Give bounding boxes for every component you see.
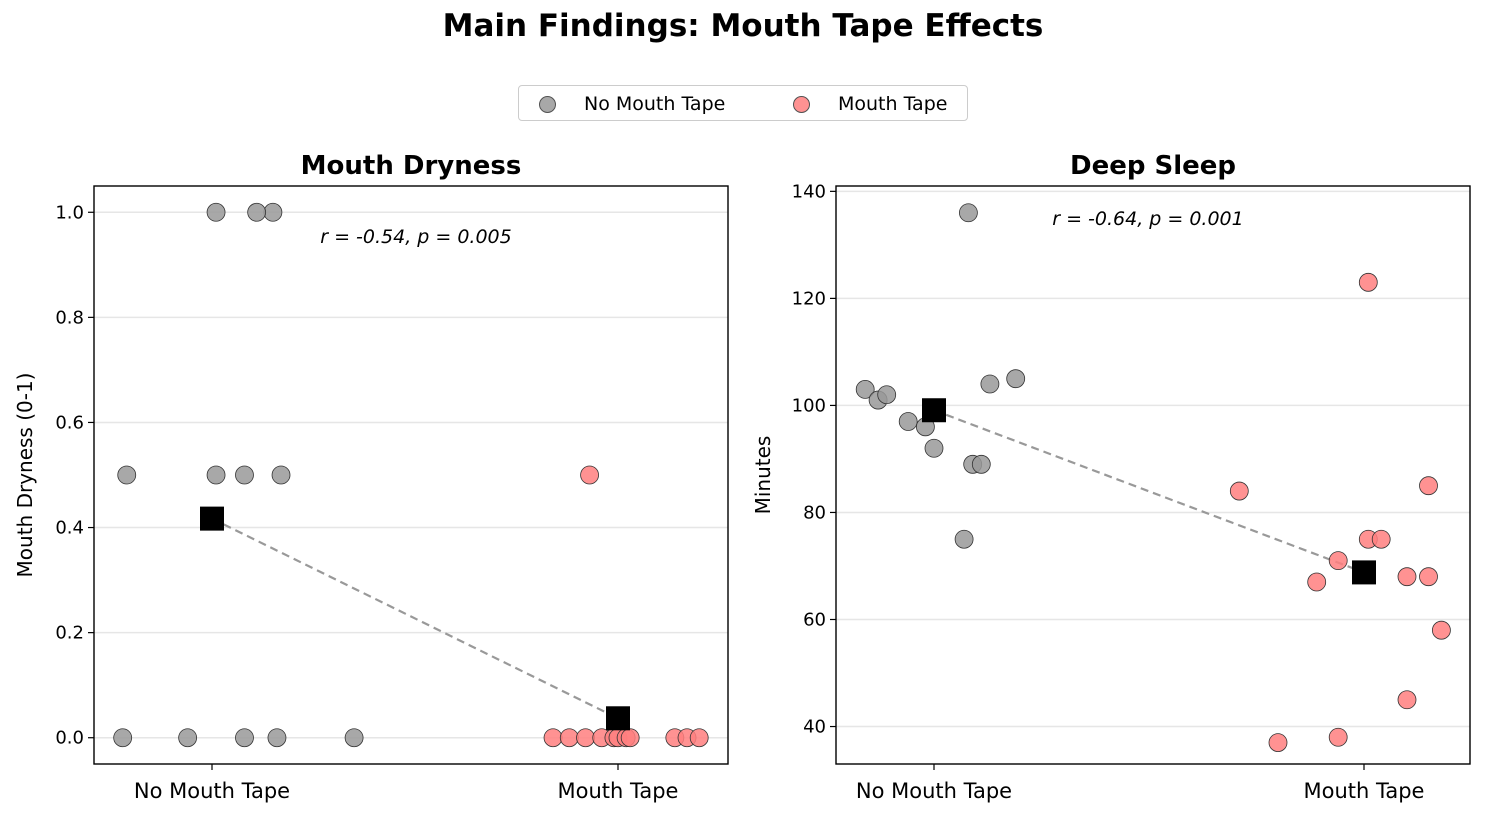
legend-item-no-mouth-tape: No Mouth Tape <box>539 86 725 122</box>
data-point-mouth-tape <box>1229 481 1249 501</box>
legend: No Mouth Tape Mouth Tape <box>518 85 968 121</box>
data-point-mouth-tape <box>1358 272 1378 292</box>
data-point-mouth-tape <box>580 465 599 485</box>
data-point-no-mouth-tape <box>877 385 897 405</box>
data-point-no-mouth-tape <box>206 465 226 485</box>
mean-marker-mouth-tape <box>1352 560 1376 585</box>
data-point-no-mouth-tape <box>954 529 974 549</box>
axes-frame <box>93 185 729 765</box>
data-point-no-mouth-tape <box>959 203 978 223</box>
data-point-mouth-tape <box>1397 567 1417 587</box>
data-point-mouth-tape <box>1328 727 1348 747</box>
figure-title: Main Findings: Mouth Tape Effects <box>442 8 1044 44</box>
data-point-mouth-tape <box>543 728 563 748</box>
legend-marker-no-mouth-tape <box>539 95 556 113</box>
y-tick-label: 0.4 <box>55 518 84 539</box>
data-point-no-mouth-tape <box>178 728 198 748</box>
data-point-mouth-tape <box>559 728 579 748</box>
data-point-no-mouth-tape <box>980 374 1000 394</box>
mean-marker-no-mouth-tape <box>922 398 946 423</box>
mean-marker-mouth-tape <box>606 706 630 731</box>
data-point-no-mouth-tape <box>898 412 918 431</box>
legend-marker-mouth-tape <box>793 95 810 113</box>
y-tick-label: 0.2 <box>55 623 84 644</box>
data-point-mouth-tape <box>1307 572 1327 592</box>
y-tick-label: 80 <box>803 502 826 523</box>
data-point-mouth-tape <box>1419 567 1438 587</box>
data-point-no-mouth-tape <box>344 728 364 748</box>
data-point-no-mouth-tape <box>117 465 137 485</box>
panel-deep-sleep: 40 60 80 100 120 140 No Mouth Tape Mouth Tape De… <box>751 151 1471 803</box>
y-tick-label: 1.0 <box>55 202 84 223</box>
x-tick-label: Mouth Tape <box>1304 779 1425 803</box>
data-point-no-mouth-tape <box>1006 369 1026 389</box>
y-tick-label: 100 <box>792 395 826 416</box>
panel-title: Deep Sleep <box>1070 151 1236 181</box>
data-point-no-mouth-tape <box>206 202 226 222</box>
data-point-mouth-tape <box>1268 733 1288 752</box>
legend-item-mouth-tape: Mouth Tape <box>793 86 947 122</box>
mean-marker-no-mouth-tape <box>200 506 224 531</box>
y-tick-label: 120 <box>792 288 826 309</box>
data-point-no-mouth-tape <box>855 379 875 399</box>
trend-line <box>211 517 619 720</box>
data-point-mouth-tape <box>1432 620 1451 640</box>
y-tick-label: 140 <box>792 181 826 202</box>
x-tick-label: Mouth Tape <box>558 779 679 803</box>
y-tick-label: 0.6 <box>55 412 84 433</box>
data-point-no-mouth-tape <box>271 465 291 485</box>
data-point-mouth-tape <box>576 728 595 748</box>
stats-annotation: r = -0.64, p = 0.001 <box>1052 208 1244 230</box>
data-point-mouth-tape <box>1397 690 1417 710</box>
data-point-mouth-tape <box>620 728 640 748</box>
panel-mouth-dryness: 0.0 0.2 0.4 0.6 0.8 1.0 No Mouth Tape Mouth Tap… <box>13 151 729 803</box>
legend-label-mouth-tape: Mouth Tape <box>838 93 948 115</box>
data-point-no-mouth-tape <box>235 728 254 748</box>
y-axis-label: Mouth Dryness (0-1) <box>13 373 37 578</box>
y-tick-label: 0.0 <box>55 728 84 749</box>
y-tick-label: 40 <box>803 717 826 738</box>
y-tick-label: 0.8 <box>55 307 84 328</box>
trend-line <box>933 409 1365 574</box>
data-point-no-mouth-tape <box>267 728 287 748</box>
data-point-no-mouth-tape <box>263 202 283 222</box>
data-point-mouth-tape <box>1328 551 1348 571</box>
legend-label-no-mouth-tape: No Mouth Tape <box>584 93 726 115</box>
data-point-no-mouth-tape <box>113 728 133 748</box>
data-point-no-mouth-tape <box>971 454 991 474</box>
panel-title: Mouth Dryness <box>301 151 522 181</box>
y-tick-label: 60 <box>803 610 826 631</box>
data-point-mouth-tape <box>1419 476 1438 496</box>
data-point-mouth-tape <box>1371 529 1391 549</box>
x-tick-label: No Mouth Tape <box>856 779 1012 803</box>
stats-annotation: r = -0.54, p = 0.005 <box>320 226 512 248</box>
y-axis-label: Minutes <box>751 436 775 515</box>
data-point-no-mouth-tape <box>235 465 254 485</box>
data-point-no-mouth-tape <box>247 202 267 222</box>
data-point-no-mouth-tape <box>924 438 944 458</box>
data-point-mouth-tape <box>689 728 709 748</box>
axes-frame <box>835 185 1471 765</box>
x-tick-label: No Mouth Tape <box>134 779 290 803</box>
